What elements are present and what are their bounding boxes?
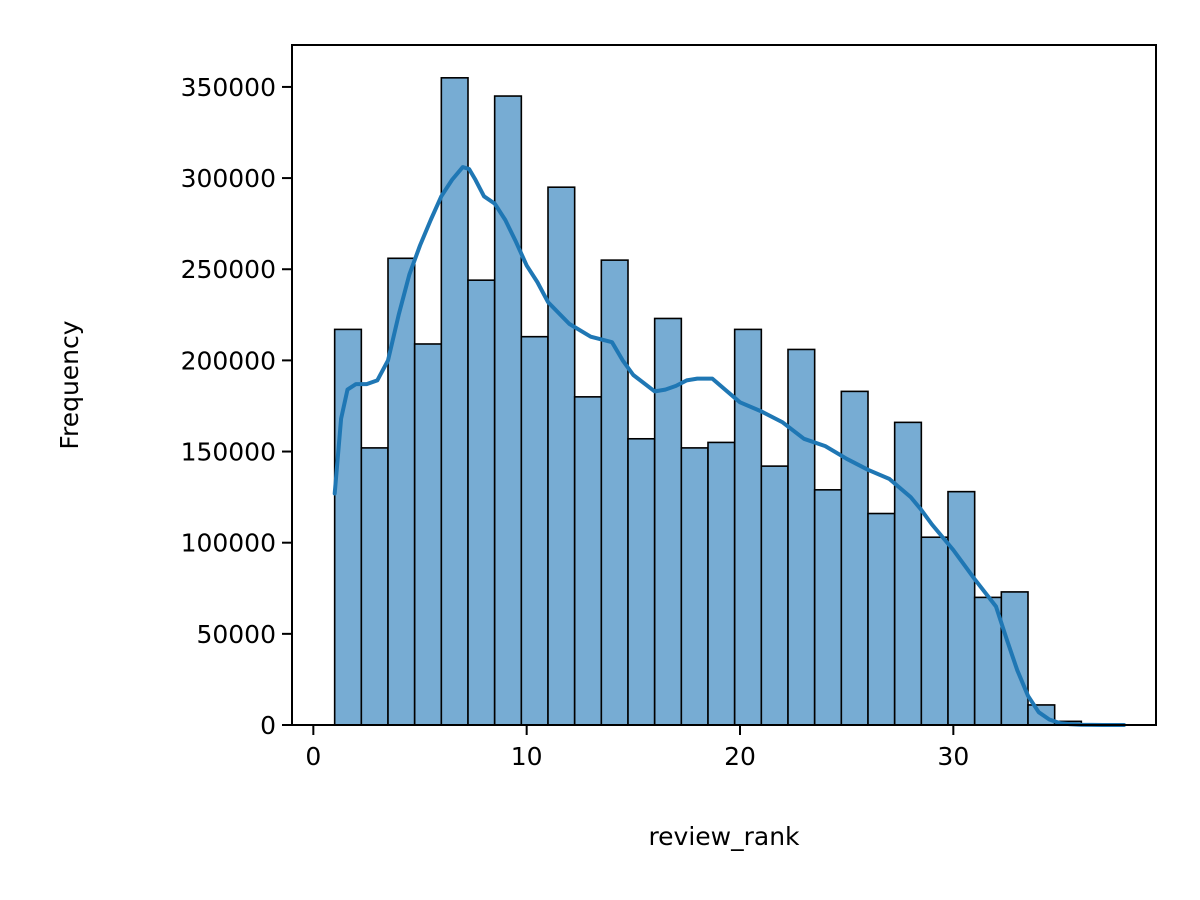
x-tick-label: 20 — [724, 742, 756, 771]
x-axis: 0 10 20 30 — [305, 725, 969, 771]
y-tick-label: 250000 — [181, 255, 276, 284]
y-tick-label: 100000 — [181, 529, 276, 558]
histogram-bar — [360, 447, 389, 726]
plot-area-frame — [291, 44, 1157, 726]
y-axis: 0 50000 100000 150000 200000 250000 300000 3500… — [181, 73, 292, 740]
x-tick-label: 0 — [305, 742, 321, 771]
kde-curve-layer — [332, 165, 1126, 727]
histogram-bars — [333, 77, 1125, 726]
y-tick-label: 50000 — [196, 620, 276, 649]
histogram-bar — [413, 343, 443, 726]
y-tick-label: 200000 — [181, 346, 276, 375]
kde-line — [332, 165, 1126, 727]
histogram-bar — [920, 536, 949, 726]
histogram-bar — [733, 328, 763, 726]
histogram-bar — [893, 421, 923, 726]
histogram-bar — [493, 95, 523, 726]
histogram-bar — [707, 441, 736, 726]
histogram-bar — [680, 447, 709, 726]
histogram-bar — [467, 279, 496, 726]
histogram-bar — [840, 390, 869, 726]
x-tick-label: 10 — [511, 742, 543, 771]
histogram-bar — [760, 465, 789, 726]
y-tick-label: 350000 — [181, 73, 276, 102]
y-axis-label: Frequency — [55, 320, 84, 449]
histogram-bar — [947, 490, 976, 726]
histogram-bar — [813, 489, 843, 726]
y-tick-label: 150000 — [181, 438, 276, 467]
histogram-bar — [627, 437, 656, 726]
y-tick-label: 300000 — [181, 164, 276, 193]
histogram-bar — [573, 396, 603, 726]
histogram-bar — [867, 512, 896, 726]
x-axis-label: review_rank — [648, 822, 800, 851]
histogram-bar — [787, 348, 816, 726]
y-tick-label: 0 — [260, 711, 276, 740]
histogram-bar — [520, 335, 549, 726]
histogram-bar — [547, 186, 576, 726]
x-tick-label: 30 — [937, 742, 969, 771]
histogram-bar — [387, 257, 416, 726]
histogram-bar — [653, 317, 683, 726]
histogram-bar — [600, 259, 629, 726]
